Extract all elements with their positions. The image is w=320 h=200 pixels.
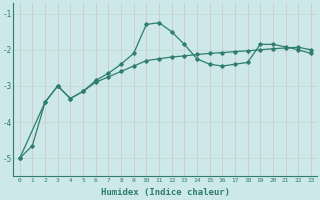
X-axis label: Humidex (Indice chaleur): Humidex (Indice chaleur) bbox=[101, 188, 230, 197]
